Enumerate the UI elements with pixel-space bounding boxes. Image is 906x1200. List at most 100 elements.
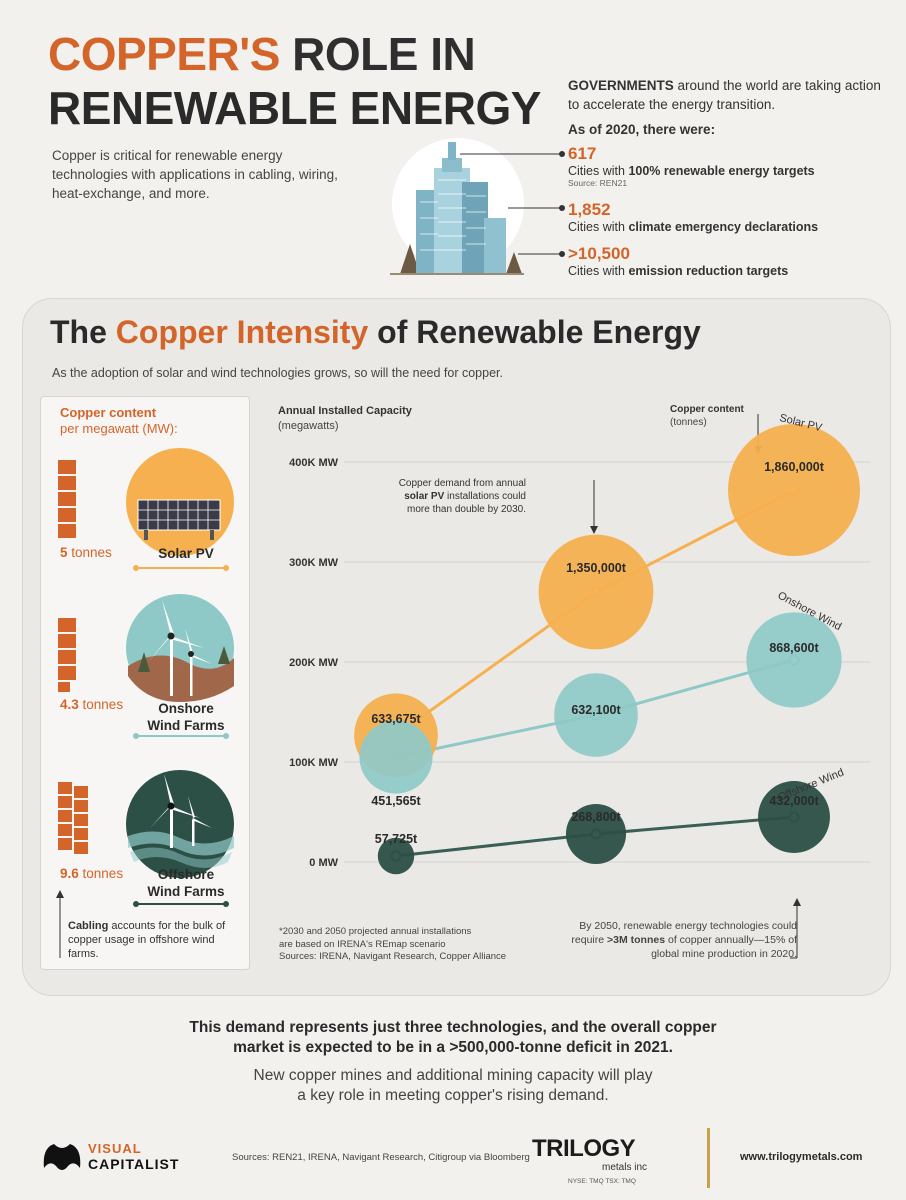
y-tick-label: 300K MW <box>289 557 339 569</box>
trilogy-ticker: NYSE: TMQ TSX: TMQ <box>568 1178 636 1185</box>
vc-logo-line2: CAPITALIST <box>88 1156 180 1172</box>
cabling-note: Cabling accounts for the bulk of copper … <box>68 919 228 961</box>
y-tick-label: 200K MW <box>289 657 339 669</box>
footnote-line: *2030 and 2050 projected annual installa… <box>279 926 472 937</box>
y-tick-label: 100K MW <box>289 757 339 769</box>
stat-value: 1,852 <box>568 200 611 219</box>
stat-label-bold: climate emergency declarations <box>628 220 819 234</box>
summary-line: require >3M tonnes of copper annually—15… <box>532 933 797 947</box>
stat-source: Source: REN21 <box>568 178 628 188</box>
stat-item: 1,852 Cities with climate emergency decl… <box>568 200 818 234</box>
copper-intensity-chart: Annual Installed Capacity (megawatts) Co… <box>278 404 870 875</box>
y-axis-label-units: (megawatts) <box>278 420 339 432</box>
bottom-line: market is expected to be in a >500,000-t… <box>233 1039 673 1056</box>
solar-annotation-line3: more than double by 2030. <box>407 504 526 515</box>
stat-label-pre: Cities with <box>568 164 629 178</box>
footnote-line: are based on IRENA's REmap scenario <box>279 938 446 950</box>
solar-annotation-line2: solar PV installations could <box>404 491 526 502</box>
stat-label: Cities with climate emergency declaratio… <box>568 220 818 234</box>
section-title-post: of Renewable Energy <box>368 314 701 350</box>
stat-value: 617 <box>568 144 597 163</box>
bottom-line: New copper mines and additional mining c… <box>253 1067 653 1084</box>
governments-intro: GOVERNMENTS around the world are taking … <box>568 76 888 114</box>
bubble-point <box>359 720 433 794</box>
tech-label-line1: Solar PV <box>158 546 214 561</box>
city-buildings-illustration <box>390 138 524 275</box>
sidebar-subheading: per megawatt (MW): <box>60 421 178 436</box>
footer-divider <box>707 1128 710 1188</box>
solar-copper-blocks <box>58 460 76 538</box>
onshore-tonnes: 4.3 tonnes <box>60 697 123 712</box>
bubble-value-label: 57,725t <box>375 832 418 846</box>
wind-turbine-icon <box>150 774 212 848</box>
bottom-line: This demand represents just three techno… <box>189 1019 717 1036</box>
title-rest: ROLE IN <box>279 28 476 80</box>
tonnes-unit: tonnes <box>67 545 112 560</box>
y-tick-label: 400K MW <box>289 457 339 469</box>
solar-annotation-rest: installations could <box>444 491 526 502</box>
bubble-point <box>746 612 842 708</box>
trilogy-logo-text: TRILOGY <box>532 1135 636 1162</box>
bubble-size-label: Copper content <box>670 404 745 415</box>
section-title: The Copper Intensity of Renewable Energy <box>50 314 701 351</box>
trilogy-website-link[interactable]: www.trilogymetals.com <box>740 1151 863 1163</box>
tonnes-value: 4.3 <box>60 697 79 712</box>
stat-connectors <box>460 151 565 257</box>
visual-capitalist-logo-icon <box>43 1144 81 1170</box>
stat-item: 617 Cities with 100% renewable energy ta… <box>568 144 815 188</box>
tonnes-value: 9.6 <box>60 866 79 881</box>
bubble-point <box>538 534 654 650</box>
cabling-bold: Cabling <box>68 920 109 932</box>
tonnes-value: 5 <box>60 545 68 560</box>
stat-label-bold: emission reduction targets <box>628 264 789 278</box>
wind-turbine-icon <box>148 600 212 696</box>
stat-item: >10,500 Cities with emission reduction t… <box>568 244 788 278</box>
bubble-point <box>758 781 830 853</box>
main-title-line2: RENEWABLE ENERGY <box>48 82 541 134</box>
offshore-copper-blocks <box>58 782 88 854</box>
tech-label-onshore: Onshore Wind Farms <box>136 700 236 734</box>
trilogy-logo-sub: metals inc <box>602 1162 648 1173</box>
tech-label-line2: Wind Farms <box>147 884 225 899</box>
tech-label-solar: Solar PV <box>136 545 236 562</box>
governments-rest: around the world are taking action to ac… <box>568 78 881 112</box>
tech-label-line1: Onshore <box>158 701 214 716</box>
summary-pre: require <box>571 934 608 946</box>
bubble-value-label: 868,600t <box>769 641 819 655</box>
bubble-point <box>565 803 627 865</box>
stat-label-bold: 100% renewable energy targets <box>628 164 815 178</box>
section-title-pre: The <box>50 314 116 350</box>
tech-label-offshore: Offshore Wind Farms <box>136 866 236 900</box>
solar-panel-icon <box>137 499 221 540</box>
stat-label-pre: Cities with <box>568 264 629 278</box>
y-tick-label: 0 MW <box>309 857 338 869</box>
as-of-heading: As of 2020, there were: <box>568 122 716 137</box>
footer-sources: Sources: REN21, IRENA, Navigant Research… <box>232 1152 530 1163</box>
bubble-point <box>377 837 415 875</box>
title-highlight: COPPER'S <box>48 28 280 80</box>
sidebar-heading: Copper content <box>60 405 157 420</box>
section-subtitle: As the adoption of solar and wind techno… <box>52 366 503 380</box>
footnotes: *2030 and 2050 projected annual installa… <box>279 926 506 964</box>
bubble-value-label: 633,675t <box>371 712 421 726</box>
intro-text: Copper is critical for renewable energy … <box>52 148 338 201</box>
stat-label-pre: Cities with <box>568 220 629 234</box>
tonnes-unit: tonnes <box>78 866 124 881</box>
vc-logo-line1: VISUAL <box>88 1141 142 1156</box>
bottom-conclusion: New copper mines and additional mining c… <box>0 1066 906 1106</box>
bubble-value-label: 432,000t <box>769 794 819 808</box>
summary-post: of copper annually—15% of <box>665 934 797 946</box>
summary-note: By 2050, renewable energy technologies c… <box>532 919 797 961</box>
bubble-point <box>728 424 860 556</box>
summary-line: By 2050, renewable energy technologies c… <box>579 920 797 932</box>
summary-line: global mine production in 2020. <box>651 948 797 960</box>
stat-value: >10,500 <box>568 244 630 263</box>
stat-label: Cities with 100% renewable energy target… <box>568 164 815 178</box>
solar-tonnes: 5 tonnes <box>60 545 112 560</box>
footnote-line: Sources: IRENA, Navigant Research, Coppe… <box>279 951 507 962</box>
offshore-tonnes: 9.6 tonnes <box>60 866 123 881</box>
stat-label: Cities with emission reduction targets <box>568 264 788 278</box>
bubble-value-label: 1,350,000t <box>566 561 627 575</box>
bubble-value-label: 451,565t <box>371 794 421 808</box>
bottom-line: a key role in meeting copper's rising de… <box>297 1087 609 1104</box>
